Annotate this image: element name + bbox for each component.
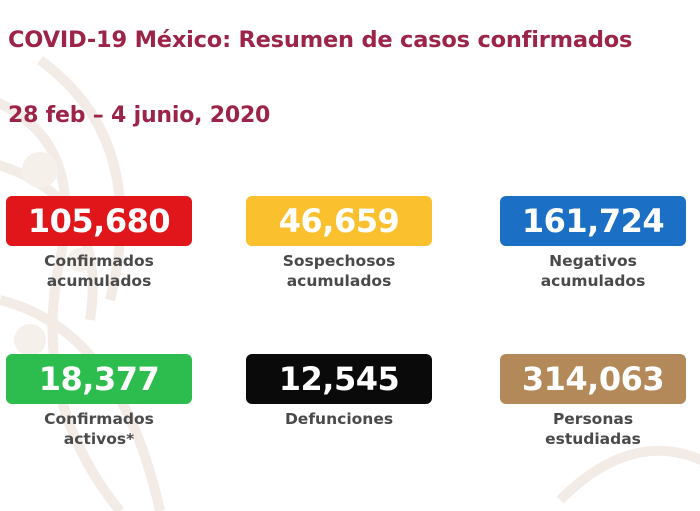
stat-value: 12,545	[246, 354, 432, 404]
stat-confirmados-acumulados: 105,680 Confirmados acumulados	[6, 196, 192, 291]
stat-value: 161,724	[500, 196, 686, 246]
stat-label: Negativos acumulados	[540, 252, 646, 290]
stat-label: Personas estudiadas	[545, 410, 641, 448]
date-range: 28 feb – 4 junio, 2020	[8, 103, 271, 128]
stat-value: 314,063	[500, 354, 686, 404]
stat-label: Confirmados activos*	[44, 410, 154, 448]
stat-label: Sospechosos acumulados	[282, 252, 396, 290]
stat-value: 105,680	[6, 196, 192, 246]
stat-label: Confirmados acumulados	[44, 252, 154, 290]
stat-sospechosos-acumulados: 46,659 Sospechosos acumulados	[246, 196, 432, 291]
stat-confirmados-activos: 18,377 Confirmados activos*	[6, 354, 192, 449]
stat-personas-estudiadas: 314,063 Personas estudiadas	[500, 354, 686, 449]
stat-value: 18,377	[6, 354, 192, 404]
page-title: COVID-19 México: Resumen de casos confir…	[8, 27, 633, 53]
stat-value: 46,659	[246, 196, 432, 246]
stat-label: Defunciones	[284, 410, 394, 428]
stat-defunciones: 12,545 Defunciones	[246, 354, 432, 429]
stat-negativos-acumulados: 161,724 Negativos acumulados	[500, 196, 686, 291]
